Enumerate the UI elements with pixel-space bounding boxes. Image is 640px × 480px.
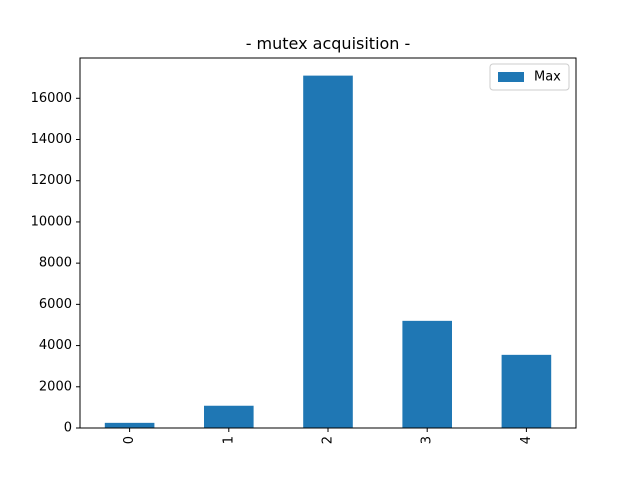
bar-3 xyxy=(402,320,452,428)
x-tick-label-3: 3 xyxy=(420,436,435,444)
bar-1 xyxy=(204,405,254,428)
y-tick-label-16000: 16000 xyxy=(31,91,72,106)
y-tick-label-12000: 12000 xyxy=(31,173,72,188)
x-tick-label-4: 4 xyxy=(519,436,534,444)
x-tick-label-2: 2 xyxy=(321,436,336,444)
y-tick-label-2000: 2000 xyxy=(39,379,72,394)
legend-swatch-Max xyxy=(498,72,524,82)
legend-box xyxy=(489,63,570,91)
x-tick-label-0: 0 xyxy=(122,436,137,444)
bar-4 xyxy=(501,354,552,428)
plot-frame xyxy=(79,57,577,429)
y-tick-label-4000: 4000 xyxy=(39,338,72,353)
y-tick-label-8000: 8000 xyxy=(39,256,72,271)
bar-2 xyxy=(303,75,353,428)
bars-layer xyxy=(104,75,552,428)
y-axis: 0 2000 4000 6000 8000 10000 12000 14000 16000 xyxy=(31,91,80,436)
y-tick-label-14000: 14000 xyxy=(31,132,72,147)
bar-0 xyxy=(104,422,155,428)
legend: Max xyxy=(489,63,570,91)
chart-title: - mutex acquisition - xyxy=(246,34,411,53)
y-tick-label-6000: 6000 xyxy=(39,297,72,312)
x-tick-label-1: 1 xyxy=(221,436,236,444)
x-axis: 0 1 2 3 4 xyxy=(122,428,534,444)
legend-label-Max: Max xyxy=(534,70,561,85)
y-tick-label-0: 0 xyxy=(64,421,72,436)
y-tick-label-10000: 10000 xyxy=(31,214,72,229)
